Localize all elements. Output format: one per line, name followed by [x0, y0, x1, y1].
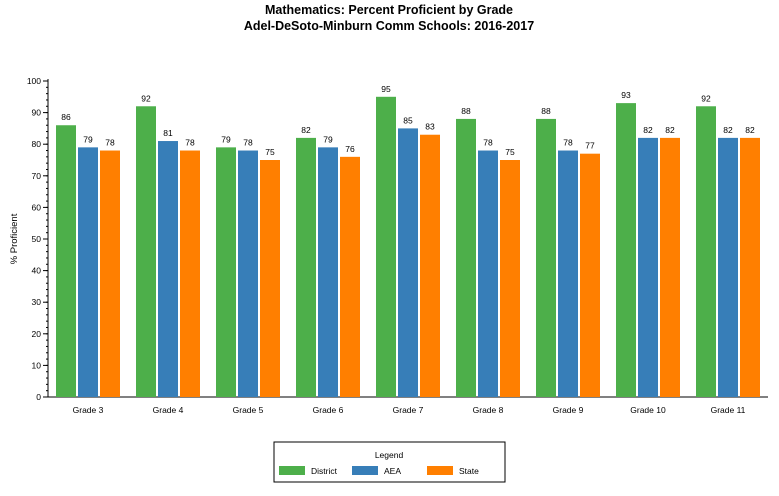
- bar: [536, 118, 556, 398]
- data-label: 78: [185, 138, 195, 148]
- data-label: 86: [61, 112, 71, 122]
- bar: [456, 118, 476, 398]
- data-label: 82: [745, 125, 755, 135]
- bar: [718, 137, 738, 397]
- bar: [580, 153, 600, 397]
- data-label: 78: [483, 138, 493, 148]
- x-tick-label: Grade 3: [73, 405, 104, 415]
- data-label: 93: [621, 90, 631, 100]
- legend: Legend District AEA State: [273, 441, 506, 483]
- plot-area: 0 10 20 30 40 50 60 70 80 90 100 Grade 3 86 79 78 Grade…: [27, 76, 768, 415]
- bar: [100, 150, 120, 397]
- bar: [398, 128, 418, 397]
- bar: [558, 150, 578, 397]
- y-tick-label: 30: [32, 297, 42, 307]
- x-tick-label: Grade 8: [473, 405, 504, 415]
- y-tick-label: 100: [27, 76, 41, 86]
- data-label: 82: [665, 125, 675, 135]
- legend-swatch: [352, 466, 378, 475]
- bar: [340, 156, 360, 397]
- legend-swatch: [427, 466, 453, 475]
- data-label: 75: [265, 147, 275, 157]
- x-tick-label: Grade 9: [553, 405, 584, 415]
- data-label: 78: [563, 138, 573, 148]
- bar: [638, 137, 658, 397]
- bar: [740, 137, 760, 397]
- y-tick-label: 60: [32, 202, 42, 212]
- legend-box: [273, 441, 506, 483]
- data-label: 82: [723, 125, 733, 135]
- bar: [500, 160, 520, 397]
- y-axis-title: % Proficient: [9, 213, 20, 264]
- y-tick-label: 10: [32, 360, 42, 370]
- data-label: 77: [585, 141, 595, 151]
- y-tick-label: 20: [32, 329, 42, 339]
- bar: [478, 150, 498, 397]
- bar: [376, 96, 396, 398]
- bar: [420, 134, 440, 397]
- data-label: 78: [243, 138, 253, 148]
- data-label: 82: [301, 125, 311, 135]
- bar: [318, 147, 338, 397]
- bar: [696, 106, 716, 397]
- x-tick-label: Grade 5: [233, 405, 264, 415]
- x-tick-label: Grade 4: [153, 405, 184, 415]
- y-tick-label: 0: [36, 392, 41, 402]
- data-label: 79: [83, 134, 93, 144]
- data-label: 78: [105, 138, 115, 148]
- y-tick-label: 90: [32, 108, 42, 118]
- data-label: 76: [345, 144, 355, 154]
- bar: [56, 125, 76, 398]
- bar: [78, 147, 98, 397]
- data-label: 82: [643, 125, 653, 135]
- bar: [216, 147, 236, 397]
- data-label: 79: [221, 134, 231, 144]
- y-tick-label: 70: [32, 171, 42, 181]
- y-tick-label: 80: [32, 139, 42, 149]
- data-label: 85: [403, 115, 413, 125]
- data-label: 79: [323, 134, 333, 144]
- data-label: 92: [701, 93, 711, 103]
- bar: [238, 150, 258, 397]
- x-tick-label: Grade 10: [630, 405, 666, 415]
- bar: [296, 137, 316, 397]
- legend-title: Legend: [375, 450, 404, 460]
- x-tick-label: Grade 7: [393, 405, 424, 415]
- legend-label: State: [459, 466, 479, 476]
- y-tick-label: 40: [32, 266, 42, 276]
- x-tick-label: Grade 11: [711, 405, 746, 415]
- data-label: 83: [425, 122, 435, 132]
- chart-subtitle: Adel-DeSoto-Minburn Comm Schools: 2016-2…: [244, 19, 534, 33]
- data-label: 88: [461, 106, 471, 116]
- bar: [660, 137, 680, 397]
- legend-label: District: [311, 466, 338, 476]
- data-label: 92: [141, 93, 151, 103]
- data-label: 88: [541, 106, 551, 116]
- legend-label: AEA: [384, 466, 401, 476]
- bar: [158, 141, 178, 397]
- y-tick-label: 50: [32, 234, 42, 244]
- bar: [180, 150, 200, 397]
- chart-title: Mathematics: Percent Proficient by Grade: [265, 3, 513, 17]
- data-label: 81: [163, 128, 173, 138]
- bar: [260, 160, 280, 397]
- bar: [616, 103, 636, 398]
- legend-swatch: [279, 466, 305, 475]
- x-tick-label: Grade 6: [313, 405, 344, 415]
- data-label: 75: [505, 147, 515, 157]
- data-label: 95: [381, 84, 391, 94]
- bar: [136, 106, 156, 397]
